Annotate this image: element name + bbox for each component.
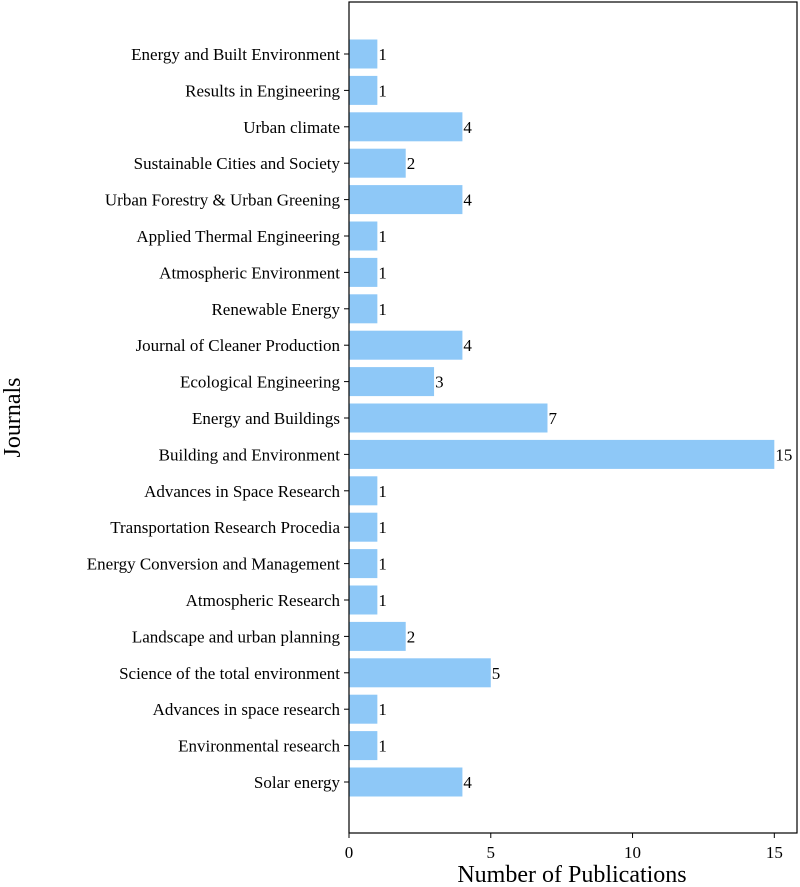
- bar-results-in-engineering: [349, 75, 378, 105]
- value-label-ecological-engineering: 3: [435, 373, 444, 392]
- value-label-urban-climate: 4: [463, 118, 472, 137]
- value-label-landscape-and-urban-planning: 2: [407, 627, 416, 646]
- x-axis-title: Number of Publications: [457, 862, 686, 887]
- category-label-urban-forestry-urban-greening: Urban Forestry & Urban Greening: [105, 191, 341, 210]
- value-label-renewable-energy: 1: [378, 300, 387, 319]
- category-label-energy-and-buildings: Energy and Buildings: [192, 409, 340, 428]
- category-label-atmospheric-environment: Atmospheric Environment: [159, 263, 340, 282]
- bar-energy-and-buildings: [349, 403, 548, 433]
- category-label-advances-in-space-research: Advances in Space Research: [144, 482, 340, 501]
- bar-advances-in-space-research: [349, 694, 378, 724]
- bar-landscape-and-urban-planning: [349, 621, 406, 651]
- value-label-transportation-research-procedia: 1: [378, 518, 387, 537]
- value-label-energy-and-buildings: 7: [548, 409, 557, 428]
- category-label-environmental-research: Environmental research: [178, 737, 340, 756]
- bar-advances-in-space-research: [349, 476, 378, 506]
- x-tick-label: 10: [624, 843, 641, 862]
- bar-transportation-research-procedia: [349, 512, 378, 542]
- category-label-solar-energy: Solar energy: [254, 773, 341, 792]
- value-label-sustainable-cities-and-society: 2: [407, 154, 416, 173]
- category-label-sustainable-cities-and-society: Sustainable Cities and Society: [134, 154, 341, 173]
- value-label-environmental-research: 1: [378, 737, 387, 756]
- bar-sustainable-cities-and-society: [349, 148, 406, 178]
- bar-building-and-environment: [349, 439, 775, 469]
- category-labels: Energy and Built Environment Results in E…: [87, 45, 341, 792]
- bar-ecological-engineering: [349, 367, 435, 397]
- bar-environmental-research: [349, 731, 378, 761]
- value-label-energy-and-built-environment: 1: [378, 45, 387, 64]
- value-label-solar-energy: 4: [463, 773, 472, 792]
- category-label-transportation-research-procedia: Transportation Research Procedia: [110, 518, 340, 537]
- plot-frame: [348, 1, 798, 834]
- bar-urban-forestry-urban-greening: [349, 185, 463, 215]
- bar-urban-climate: [349, 112, 463, 142]
- value-label-atmospheric-environment: 1: [378, 263, 387, 282]
- value-label-science-of-the-total-environment: 5: [492, 664, 501, 683]
- value-label-urban-forestry-urban-greening: 4: [463, 191, 472, 210]
- x-axis-ticks: 0 5 10 15: [344, 53, 783, 862]
- category-label-ecological-engineering: Ecological Engineering: [180, 373, 341, 392]
- bar-energy-and-built-environment: [349, 39, 378, 69]
- category-label-science-of-the-total-environment: Science of the total environment: [119, 664, 340, 683]
- value-label-energy-conversion-and-management: 1: [378, 555, 387, 574]
- category-label-energy-and-built-environment: Energy and Built Environment: [131, 45, 340, 64]
- category-label-landscape-and-urban-planning: Landscape and urban planning: [132, 627, 341, 646]
- bar-journal-of-cleaner-production: [349, 330, 463, 360]
- y-axis-title: Journals: [0, 378, 26, 458]
- value-label-results-in-engineering: 1: [378, 81, 387, 100]
- category-label-renewable-energy: Renewable Energy: [211, 300, 340, 319]
- category-label-urban-climate: Urban climate: [243, 118, 340, 137]
- bar-renewable-energy: [349, 294, 378, 324]
- bar-science-of-the-total-environment: [349, 658, 491, 688]
- bar-atmospheric-research: [349, 585, 378, 615]
- value-label-journal-of-cleaner-production: 4: [463, 336, 472, 355]
- category-label-results-in-engineering: Results in Engineering: [185, 81, 340, 100]
- value-label-advances-in-space-research: 1: [378, 482, 387, 501]
- bar-energy-conversion-and-management: [349, 549, 378, 579]
- category-label-journal-of-cleaner-production: Journal of Cleaner Production: [136, 336, 341, 355]
- x-tick-label: 5: [487, 843, 496, 862]
- category-label-advances-in-space-research: Advances in space research: [153, 700, 341, 719]
- category-label-atmospheric-research: Atmospheric Research: [186, 591, 341, 610]
- bars-group: [349, 39, 775, 797]
- category-label-building-and-environment: Building and Environment: [159, 445, 341, 464]
- value-label-building-and-environment: 15: [775, 445, 792, 464]
- bar-solar-energy: [349, 767, 463, 797]
- value-label-applied-thermal-engineering: 1: [378, 227, 387, 246]
- value-label-atmospheric-research: 1: [378, 591, 387, 610]
- category-label-applied-thermal-engineering: Applied Thermal Engineering: [136, 227, 340, 246]
- value-label-advances-in-space-research: 1: [378, 700, 387, 719]
- x-tick-label: 0: [345, 843, 354, 862]
- bar-atmospheric-environment: [349, 257, 378, 287]
- x-tick-label: 15: [766, 843, 783, 862]
- bar-applied-thermal-engineering: [349, 221, 378, 251]
- category-label-energy-conversion-and-management: Energy Conversion and Management: [87, 555, 340, 574]
